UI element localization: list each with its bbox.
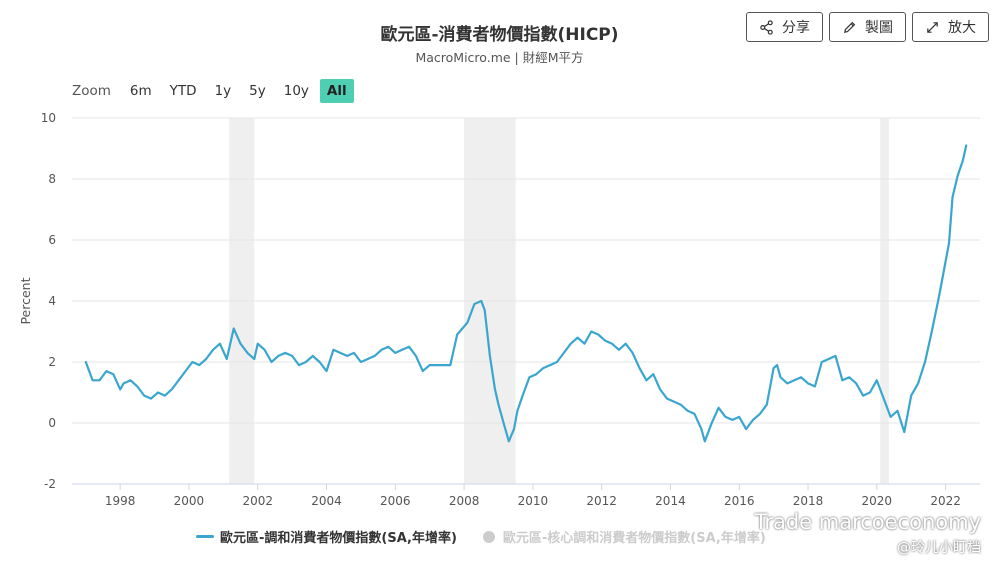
legend-label-hicp: 歐元區-調和消費者物價指數(SA,年增率)	[220, 531, 457, 546]
legend-dot-marker	[482, 530, 495, 543]
x-tick-label: 2008	[449, 494, 480, 508]
y-tick-label: 4	[48, 294, 56, 308]
y-tick-label: 2	[48, 355, 56, 369]
x-tick-label: 2010	[518, 494, 549, 508]
zoom-10y-button[interactable]: 10y	[283, 83, 309, 99]
legend-label-core-hicp: 歐元區-核心調和消費者物價指數(SA,年增率)	[502, 531, 766, 546]
zoom-ytd-button[interactable]: YTD	[169, 83, 197, 99]
chart-subtitle: MacroMicro.me | 財經M平方	[415, 50, 584, 65]
y-tick-label: -2	[44, 477, 56, 491]
x-tick-label: 2006	[380, 494, 411, 508]
zoom-5y-button[interactable]: 5y	[249, 83, 266, 99]
chart-legend: 歐元區-調和消費者物價指數(SA,年增率) 歐元區-核心調和消費者物價指數(SA…	[196, 527, 792, 546]
zoom-1y-button[interactable]: 1y	[214, 83, 232, 99]
legend-item-core-hicp[interactable]: 歐元區-核心調和消費者物價指數(SA,年增率)	[482, 527, 766, 546]
y-tick-label: 8	[48, 172, 56, 186]
share-icon	[760, 19, 773, 35]
expand-label: 放大	[948, 20, 976, 36]
edit-label: 製圖	[865, 20, 893, 36]
share-label: 分享	[782, 20, 810, 36]
zoom-label: Zoom	[72, 83, 111, 99]
x-tick-label: 2012	[586, 494, 617, 508]
y-tick-label: 6	[48, 233, 56, 247]
watermark-text: Trade marcoeconomy	[754, 510, 981, 534]
x-tick-label: 2022	[930, 494, 961, 508]
share-button[interactable]: 分享	[746, 12, 823, 42]
zoom-all-button[interactable]: All	[319, 79, 354, 103]
x-tick-label: 2000	[174, 494, 205, 508]
edit-chart-button[interactable]: 製圖	[829, 12, 906, 42]
x-tick-label: 2002	[242, 494, 273, 508]
expand-button[interactable]: 放大	[912, 12, 989, 42]
legend-item-hicp[interactable]: 歐元區-調和消費者物價指數(SA,年增率)	[196, 527, 457, 546]
y-tick-label: 0	[48, 416, 56, 430]
x-tick-label: 1998	[105, 494, 136, 508]
chart-title: 歐元區-消費者物價指數(HICP)	[380, 25, 619, 45]
x-tick-label: 2018	[793, 494, 824, 508]
legend-line-marker	[196, 535, 214, 538]
series-line-hicp	[84, 144, 968, 443]
y-tick-label: 10	[41, 111, 56, 125]
y-axis-label: Percent	[18, 277, 33, 324]
chart-toolbar: 分享 製圖 放大	[746, 12, 989, 42]
x-tick-label: 2016	[724, 494, 755, 508]
watermark-handle: @玲儿小盯档	[897, 540, 981, 556]
x-tick-label: 2020	[862, 494, 893, 508]
expand-icon	[927, 21, 938, 33]
pencil-icon	[844, 21, 856, 33]
x-tick-label: 2004	[311, 494, 342, 508]
zoom-selector: Zoom 6m YTD 1y 5y 10y All	[72, 79, 358, 103]
x-tick-label: 2014	[655, 494, 686, 508]
zoom-6m-button[interactable]: 6m	[129, 83, 152, 99]
